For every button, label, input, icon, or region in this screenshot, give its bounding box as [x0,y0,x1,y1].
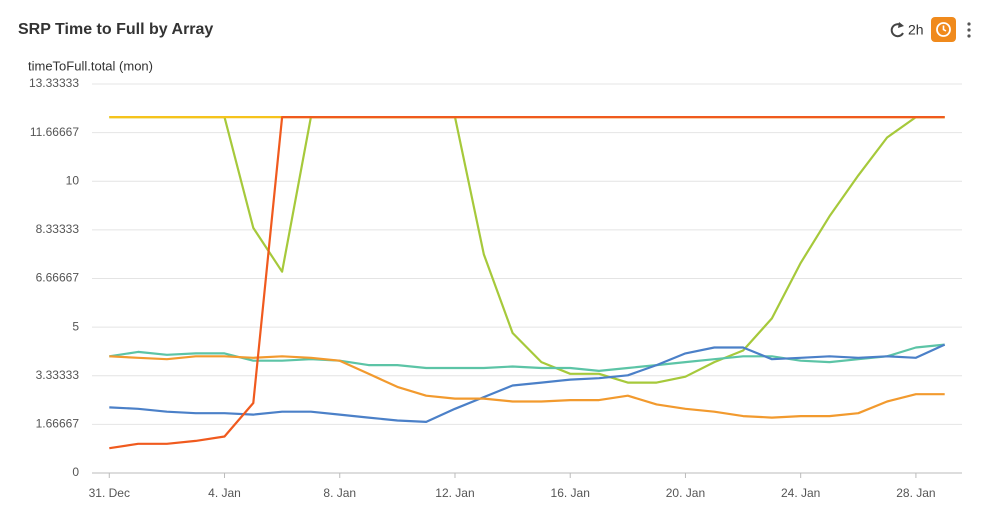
plot: 0 1.66667 3.33333 5 6.66667 8.33333 10 11.66667… [29,76,962,500]
series-line [109,116,945,450]
series-line [109,116,945,384]
clock-hands [942,25,947,32]
clock-button[interactable] [931,17,956,42]
x-tick-label: 4. Jan [208,486,241,500]
menu-dot [967,34,971,38]
y-tick-label: 0 [72,465,79,479]
y-tick-label: 1.66667 [36,417,80,431]
x-tick-label: 20. Jan [666,486,705,500]
x-tick-label: 24. Jan [781,486,820,500]
y-axis-label: timeToFull.total (mon) [28,58,153,73]
menu-dot [967,28,971,32]
x-tick-label: 16. Jan [551,486,590,500]
y-tick-label: 10 [66,173,80,187]
menu-dot [967,22,971,26]
time-range[interactable]: 2h [908,22,924,38]
x-tick-label: 12. Jan [435,486,474,500]
menu-button[interactable] [967,22,971,38]
y-tick-label: 8.33333 [36,222,80,236]
y-tick-label: 13.33333 [29,76,79,90]
y-tick-label: 11.66667 [30,125,79,139]
x-tick-label: 31. Dec [89,486,130,500]
y-tick-label: 6.66667 [36,271,80,285]
refresh-arrow [898,22,904,28]
refresh-button[interactable] [890,22,904,38]
x-tick-label: 28. Jan [896,486,935,500]
y-tick-label: 5 [72,319,79,333]
panel-title: SRP Time to Full by Array [18,21,213,38]
series-line [109,355,945,419]
y-tick-label: 3.33333 [36,368,80,382]
series-line [109,343,946,423]
x-tick-label: 8. Jan [323,486,356,500]
series-line [109,343,945,372]
clock-icon [936,22,951,37]
